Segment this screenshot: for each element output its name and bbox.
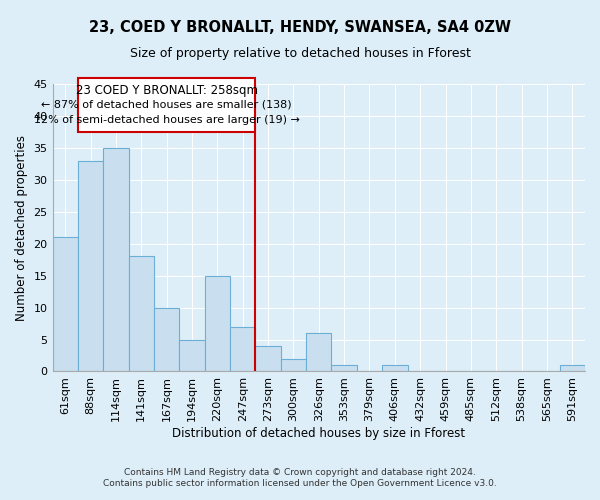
- Bar: [382, 365, 407, 372]
- Bar: [53, 238, 78, 372]
- Text: 23, COED Y BRONALLT, HENDY, SWANSEA, SA4 0ZW: 23, COED Y BRONALLT, HENDY, SWANSEA, SA4…: [89, 20, 511, 35]
- Bar: [179, 340, 205, 372]
- Bar: [128, 256, 154, 372]
- X-axis label: Distribution of detached houses by size in Fforest: Distribution of detached houses by size …: [172, 427, 466, 440]
- Bar: [78, 160, 103, 372]
- Bar: [281, 358, 306, 372]
- Text: 12% of semi-detached houses are larger (19) →: 12% of semi-detached houses are larger (…: [34, 114, 299, 124]
- Bar: [560, 365, 585, 372]
- Text: Size of property relative to detached houses in Fforest: Size of property relative to detached ho…: [130, 48, 470, 60]
- Bar: [306, 333, 331, 372]
- Bar: [331, 365, 357, 372]
- Bar: [78, 78, 256, 132]
- Bar: [256, 346, 281, 372]
- Bar: [103, 148, 128, 372]
- Bar: [205, 276, 230, 372]
- Bar: [230, 326, 256, 372]
- Text: ← 87% of detached houses are smaller (138): ← 87% of detached houses are smaller (13…: [41, 100, 292, 110]
- Text: Contains HM Land Registry data © Crown copyright and database right 2024.
Contai: Contains HM Land Registry data © Crown c…: [103, 468, 497, 487]
- Y-axis label: Number of detached properties: Number of detached properties: [15, 134, 28, 320]
- Text: 23 COED Y BRONALLT: 258sqm: 23 COED Y BRONALLT: 258sqm: [76, 84, 257, 97]
- Bar: [154, 308, 179, 372]
